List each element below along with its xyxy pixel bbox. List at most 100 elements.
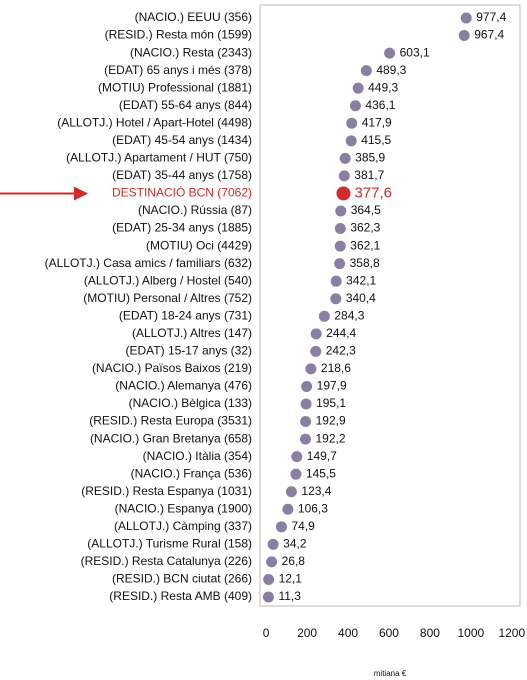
- value-label: 364,5: [351, 203, 381, 217]
- dot: [336, 186, 351, 201]
- category-label: (NACIO.) Espanya (1900): [115, 501, 252, 515]
- category-label: (MOTIU) Professional (1881): [98, 80, 252, 94]
- category-label: (RESID.) Resta Espanya (1031): [81, 484, 252, 498]
- category-label: (EDAT) 35-44 anys (1758): [112, 168, 252, 182]
- category-label: (ALLOTJ.) Alberg / Hostel (540): [84, 273, 252, 287]
- dot: [263, 573, 275, 585]
- dot: [330, 275, 342, 287]
- x-tick-label: 400: [338, 626, 358, 640]
- dot: [458, 30, 470, 42]
- category-label: (RESID.) Resta Europa (3531): [89, 414, 252, 428]
- category-label: (EDAT) 25-34 anys (1885): [112, 221, 252, 235]
- value-label: 377,6: [354, 184, 392, 201]
- value-label: 192,2: [315, 431, 345, 445]
- value-label: 149,7: [307, 449, 337, 463]
- category-label: (ALLOTJ.) Turisme Rural (158): [87, 537, 252, 551]
- dot: [301, 380, 313, 392]
- category-label: (NACIO.) Rússia (87): [138, 203, 252, 217]
- dot: [267, 538, 279, 550]
- value-label: 381,7: [354, 168, 384, 182]
- value-label: 26,8: [282, 554, 306, 568]
- dot: [330, 293, 342, 305]
- value-label: 197,9: [317, 379, 347, 393]
- category-label: (EDAT) 18-24 anys (731): [119, 308, 252, 322]
- dot: [338, 170, 350, 182]
- value-label: 385,9: [355, 151, 385, 165]
- value-label: 489,3: [376, 63, 406, 77]
- category-label: (RESID.) Resta Catalunya (226): [81, 554, 252, 568]
- dot: [352, 82, 364, 94]
- dot: [266, 556, 278, 568]
- x-tick-label: 800: [420, 626, 440, 640]
- dot: [318, 310, 330, 322]
- value-label: 11,3: [278, 589, 301, 603]
- value-label: 145,5: [306, 466, 336, 480]
- value-label: 362,1: [350, 238, 380, 252]
- category-label: (NACIO.) Alemanya (476): [115, 379, 252, 393]
- dot: [285, 486, 297, 498]
- value-label: 74,9: [291, 519, 315, 533]
- dot: [299, 433, 311, 445]
- category-label: (EDAT) 45-54 anys (1434): [112, 133, 252, 147]
- category-label: (RESID.) Resta món (1599): [105, 28, 252, 42]
- dot: [460, 12, 472, 24]
- category-label: (NACIO.) Països Baixos (219): [92, 361, 252, 375]
- category-label: (NACIO.) Resta (2343): [130, 45, 252, 59]
- value-label: 284,3: [334, 308, 364, 322]
- dot: [310, 328, 322, 340]
- dot: [384, 47, 396, 59]
- dot: [310, 345, 322, 357]
- category-label: (NACIO.) Gran Bretanya (658): [90, 431, 252, 445]
- category-label: (ALLOTJ.) Apartament / HUT (750): [66, 151, 252, 165]
- value-label: 362,3: [350, 221, 380, 235]
- x-tick-label: 600: [379, 626, 399, 640]
- dot: [334, 240, 346, 252]
- category-label: (ALLOTJ.) Altres (147): [132, 326, 252, 340]
- dot: [262, 591, 274, 603]
- value-label: 106,3: [298, 501, 328, 515]
- x-axis-label: mitiana €: [374, 669, 407, 678]
- x-tick-label: 1000: [458, 626, 485, 640]
- value-label: 977,4: [476, 10, 506, 24]
- category-label: (ALLOTJ.) Hotel / Apart-Hotel (4498): [57, 115, 252, 129]
- dot: [334, 258, 346, 270]
- dot: [335, 205, 347, 217]
- value-label: 358,8: [350, 256, 380, 270]
- dot: [275, 521, 287, 533]
- value-label: 417,9: [362, 115, 392, 129]
- category-label: DESTINACIÓ BCN (7062): [112, 185, 252, 200]
- dot: [334, 223, 346, 235]
- category-label: (EDAT) 55-64 anys (844): [119, 98, 252, 112]
- value-label: 415,5: [361, 133, 391, 147]
- value-label: 244,4: [326, 326, 356, 340]
- x-tick-label: 0: [263, 626, 270, 640]
- value-label: 242,3: [326, 344, 356, 358]
- value-label: 195,1: [316, 396, 346, 410]
- dot: [339, 152, 351, 164]
- value-label: 34,2: [283, 537, 307, 551]
- x-tick-label: 1200: [498, 626, 525, 640]
- category-label: (NACIO.) Bèlgica (133): [129, 396, 252, 410]
- dot: [300, 416, 312, 428]
- category-label: (RESID.) BCN ciutat (266): [112, 572, 252, 586]
- value-label: 436,1: [365, 98, 395, 112]
- category-label: (ALLOTJ.) Casa amics / familiars (632): [45, 256, 252, 270]
- category-label: (ALLOTJ.) Càmping (337): [114, 519, 252, 533]
- value-label: 192,9: [316, 414, 346, 428]
- dot: [346, 117, 358, 129]
- x-tick-label: 200: [297, 626, 317, 640]
- dot: [360, 65, 372, 77]
- category-label: (EDAT) 65 anys i més (378): [104, 63, 252, 77]
- value-label: 603,1: [400, 45, 430, 59]
- value-label: 12,1: [279, 572, 303, 586]
- category-label: (NACIO.) EEUU (356): [135, 10, 252, 24]
- value-label: 218,6: [321, 361, 351, 375]
- value-label: 967,4: [474, 28, 504, 42]
- dot: [345, 135, 357, 147]
- category-label: (NACIO.) Itàlia (354): [143, 449, 252, 463]
- dot: [290, 468, 302, 480]
- dot: [282, 503, 294, 515]
- category-label: (RESID.) Resta AMB (409): [109, 589, 252, 603]
- value-label: 449,3: [368, 80, 398, 94]
